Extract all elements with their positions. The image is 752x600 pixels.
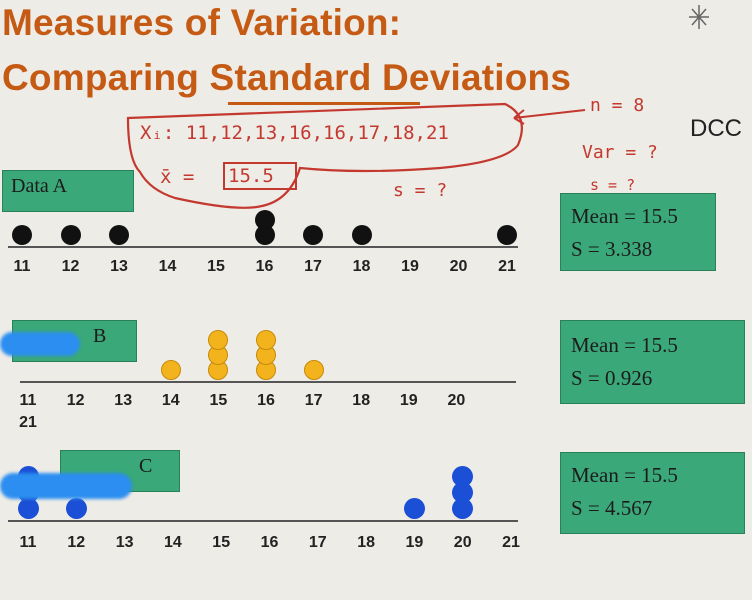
tick-label: 20	[453, 534, 472, 551]
tick-label: 17	[304, 392, 323, 409]
tick-label: 16	[255, 258, 274, 275]
sd-b: S = 0.926	[571, 366, 653, 390]
data-point	[452, 498, 474, 519]
data-point	[452, 466, 474, 487]
axis-b	[20, 381, 516, 383]
data-point	[403, 498, 425, 519]
handwritten-xbar: x̄ =	[160, 166, 195, 188]
tick-label: 12	[67, 534, 86, 551]
tick-label: 17	[308, 534, 327, 551]
tick-label: 11	[13, 258, 31, 275]
tick-label: 13	[114, 392, 133, 409]
data-point	[109, 225, 129, 245]
mean-b: Mean = 15.5	[571, 333, 678, 357]
tick-label: 14	[163, 534, 182, 551]
data-point	[254, 225, 275, 245]
tick-label: 18	[357, 534, 375, 551]
tick-label: 21	[498, 258, 516, 275]
redaction-mark-b	[0, 332, 80, 356]
data-point	[256, 330, 276, 350]
data-point	[12, 225, 32, 245]
tick-label: 17	[304, 258, 322, 275]
data-b-label-text: B	[93, 325, 107, 347]
mean-c: Mean = 15.5	[571, 463, 678, 487]
handwritten-s: s = ?	[393, 180, 448, 201]
tick-label: 15	[212, 534, 231, 551]
data-point	[303, 360, 324, 380]
data-point	[254, 210, 275, 230]
tick-label: 21	[19, 414, 37, 431]
stats-b: Mean = 15.5 S = 0.926	[560, 320, 745, 404]
data-point	[160, 360, 181, 380]
tick-label: 19	[401, 258, 419, 275]
sd-c: S = 4.567	[571, 496, 653, 520]
axis-a	[8, 246, 518, 248]
sd-a: S = 3.338	[571, 237, 653, 261]
mean-a: Mean = 15.5	[571, 204, 678, 228]
handwritten-data: Xᵢ: 11,12,13,16,16,17,18,21	[140, 122, 449, 144]
tick-label: 20	[449, 258, 468, 275]
title-underline	[228, 102, 420, 105]
data-point	[351, 225, 372, 245]
data-point	[497, 225, 517, 245]
data-point	[17, 498, 39, 519]
handwritten-xbar-value: 15.5	[228, 165, 274, 187]
tick-label: 15	[209, 392, 228, 409]
data-point	[452, 482, 474, 503]
sparkle-icon	[686, 2, 712, 32]
tick-label: 18	[352, 392, 371, 409]
title-line-1: Measures of Variation:	[2, 2, 402, 43]
tick-label: 16	[257, 392, 275, 409]
handwritten-n: n = 8	[590, 95, 645, 116]
data-point	[65, 498, 87, 519]
tick-label: 16	[260, 534, 279, 551]
tick-label: 13	[115, 534, 134, 551]
tick-label: 12	[66, 392, 85, 409]
data-c-label-text: C	[139, 455, 153, 477]
tick-label: 14	[158, 258, 177, 275]
tick-label: 19	[399, 392, 418, 409]
redaction-mark-c	[0, 473, 132, 499]
data-point	[208, 330, 229, 350]
data-point	[60, 225, 81, 245]
handwritten-variance: Var = ?	[582, 142, 658, 163]
stats-c: Mean = 15.5 S = 4.567	[560, 452, 745, 534]
tick-label: 18	[352, 258, 371, 275]
data-point	[303, 225, 323, 245]
stats-a: Mean = 15.5 S = 3.338	[560, 193, 716, 271]
tick-label: 15	[207, 258, 225, 275]
tick-label: 11	[19, 534, 37, 551]
axis-c	[8, 520, 518, 522]
tick-label: 20	[447, 392, 466, 409]
data-a-label: Data A	[2, 170, 134, 212]
tick-label: 21	[502, 534, 520, 551]
handwritten-s-right: s = ?	[590, 176, 636, 194]
tick-label: 19	[405, 534, 424, 551]
tick-label: 14	[161, 392, 180, 409]
tick-label: 11	[19, 392, 37, 409]
tick-label: 13	[110, 258, 128, 275]
tick-label: 12	[61, 258, 80, 275]
title-line-2: Comparing Standard Deviations	[2, 57, 572, 98]
corner-text: DCC	[690, 115, 742, 142]
